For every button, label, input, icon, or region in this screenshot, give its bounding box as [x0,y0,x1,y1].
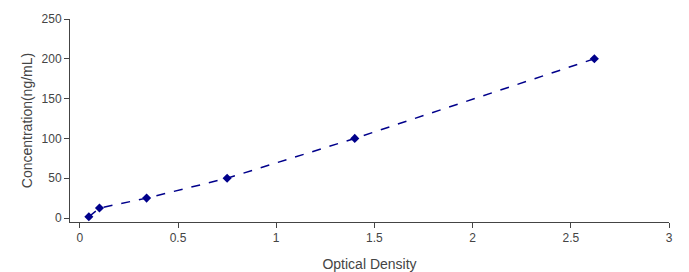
svg-text:2.5: 2.5 [562,231,579,245]
svg-text:50: 50 [48,171,62,185]
svg-text:200: 200 [42,52,62,66]
svg-text:0.5: 0.5 [170,231,187,245]
svg-text:3: 3 [666,231,673,245]
svg-text:Concentration(ng/mL): Concentration(ng/mL) [19,53,35,188]
svg-text:150: 150 [42,92,62,106]
svg-text:1.5: 1.5 [366,231,383,245]
svg-text:100: 100 [42,132,62,146]
svg-text:Optical Density: Optical Density [322,256,416,272]
svg-text:1: 1 [273,231,280,245]
svg-text:250: 250 [42,12,62,26]
svg-text:2: 2 [469,231,476,245]
svg-text:0: 0 [55,211,62,225]
svg-text:0: 0 [76,231,83,245]
